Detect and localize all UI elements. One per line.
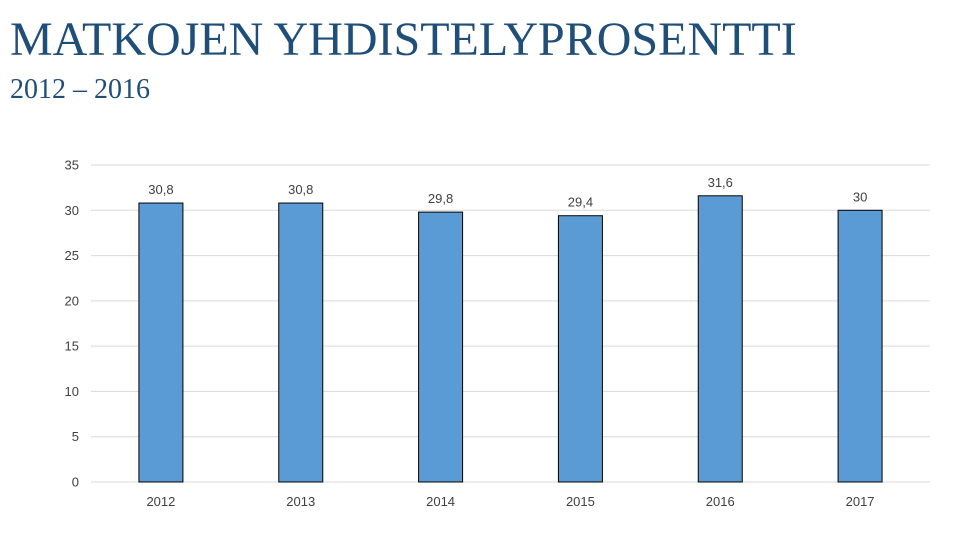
data-label-2017: 30: [853, 189, 867, 204]
y-tick-label: 5: [72, 429, 79, 444]
bar-2012: [138, 202, 184, 483]
bar-2017: [837, 209, 883, 483]
y-tick-label: 30: [65, 203, 79, 218]
bar-2015: [557, 215, 603, 483]
slide-title: MATKOJEN YHDISTELYPROSENTTI: [10, 13, 797, 66]
x-tick-label: 2013: [286, 494, 315, 509]
data-label-2015: 29,4: [568, 195, 593, 210]
gridlines: [91, 164, 930, 483]
y-tick-label: 25: [65, 248, 79, 263]
y-tick-label: 35: [65, 158, 79, 173]
data-labels: 30,8 30,8 29,8 29,4 31,6 30: [148, 175, 867, 210]
x-tick-label: 2016: [706, 494, 735, 509]
slide-subtitle: 2012 – 2016: [10, 74, 150, 105]
bar-2014: [418, 211, 464, 483]
data-label-2012: 30,8: [148, 182, 173, 197]
bar-2016: [697, 195, 743, 483]
y-tick-label: 20: [65, 293, 79, 308]
x-tick-label: 2015: [566, 494, 595, 509]
x-tick-label: 2017: [846, 494, 875, 509]
data-label-2016: 31,6: [708, 175, 733, 190]
data-label-2014: 29,8: [428, 191, 453, 206]
x-axis-ticks: 2012 2013 2014 2015 2016 2017: [146, 494, 874, 509]
y-axis-ticks: 0 5 10 15 20 25 30 35: [65, 158, 79, 490]
y-tick-label: 10: [65, 384, 79, 399]
data-label-2013: 30,8: [288, 182, 313, 197]
bars: [138, 195, 883, 483]
x-tick-label: 2012: [146, 494, 175, 509]
y-tick-label: 15: [65, 339, 79, 354]
bar-2013: [278, 202, 324, 483]
y-tick-label: 0: [72, 475, 79, 490]
x-tick-label: 2014: [426, 494, 455, 509]
